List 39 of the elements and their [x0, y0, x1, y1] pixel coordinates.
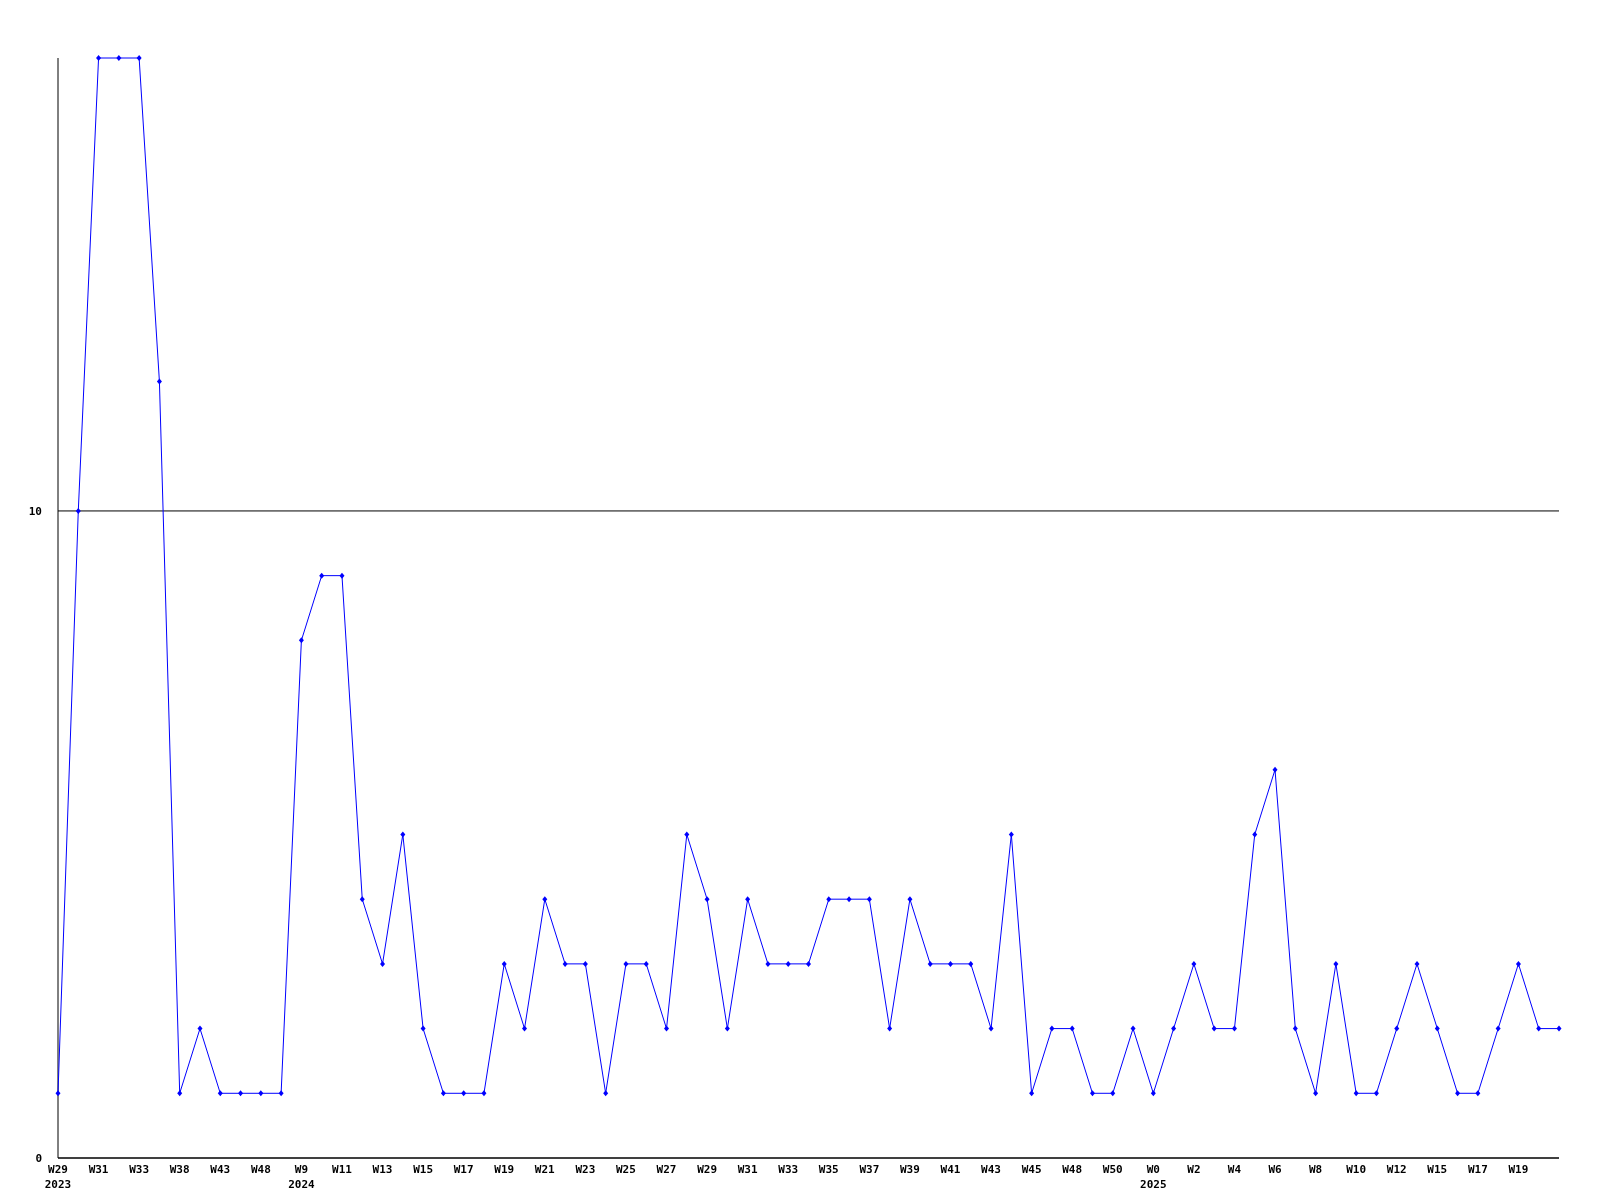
x-tick-label: W25	[616, 1163, 636, 1176]
x-tick-label: W35	[818, 1163, 839, 1176]
x-tick-label: W19	[1508, 1163, 1529, 1176]
x-tick-label: W15	[1427, 1163, 1448, 1176]
x-tick-label: W31	[88, 1163, 109, 1176]
x-tick-label: W37	[859, 1163, 880, 1176]
x-tick-label: W23	[575, 1163, 596, 1176]
x-tick-label: W39	[899, 1163, 920, 1176]
x-tick-label: W31	[737, 1163, 758, 1176]
x-tick-label: W29	[697, 1163, 718, 1176]
x-tick-label: W13	[372, 1163, 393, 1176]
x-tick-label: W0 2025	[1140, 1163, 1167, 1191]
x-tick-label: W33	[129, 1163, 150, 1176]
x-tick-label: W17	[1467, 1163, 1488, 1176]
x-tick-label: W10	[1346, 1163, 1367, 1176]
x-tick-label: W43	[210, 1163, 231, 1176]
x-tick-label: W6	[1268, 1163, 1283, 1176]
y-tick-label: 10	[28, 504, 42, 518]
x-tick-label: W33	[778, 1163, 799, 1176]
x-tick-label: W4	[1227, 1163, 1242, 1176]
x-tick-label: W48	[1062, 1163, 1083, 1176]
x-tick-label: W17	[453, 1163, 474, 1176]
x-tick-label: W8	[1308, 1163, 1323, 1176]
x-tick-label: W2	[1187, 1163, 1201, 1176]
x-tick-label: W41	[940, 1163, 961, 1176]
x-tick-label: W29 2023	[44, 1163, 72, 1191]
x-tick-label: W9 2024	[288, 1163, 316, 1191]
x-tick-label: W45	[1021, 1163, 1042, 1176]
x-tick-label: W15	[413, 1163, 434, 1176]
x-tick-label: W48	[250, 1163, 271, 1176]
x-tick-label: W12	[1386, 1163, 1407, 1176]
y-tick-label: 0	[35, 1152, 42, 1165]
x-tick-label: W27	[656, 1163, 677, 1176]
x-tick-label: W21	[534, 1163, 556, 1176]
x-tick-label: W19	[494, 1163, 515, 1176]
x-tick-label: W38	[169, 1163, 190, 1176]
x-tick-label: W11	[332, 1163, 353, 1176]
x-tick-label: W43	[981, 1163, 1001, 1176]
x-tick-label: W50	[1102, 1163, 1123, 1176]
